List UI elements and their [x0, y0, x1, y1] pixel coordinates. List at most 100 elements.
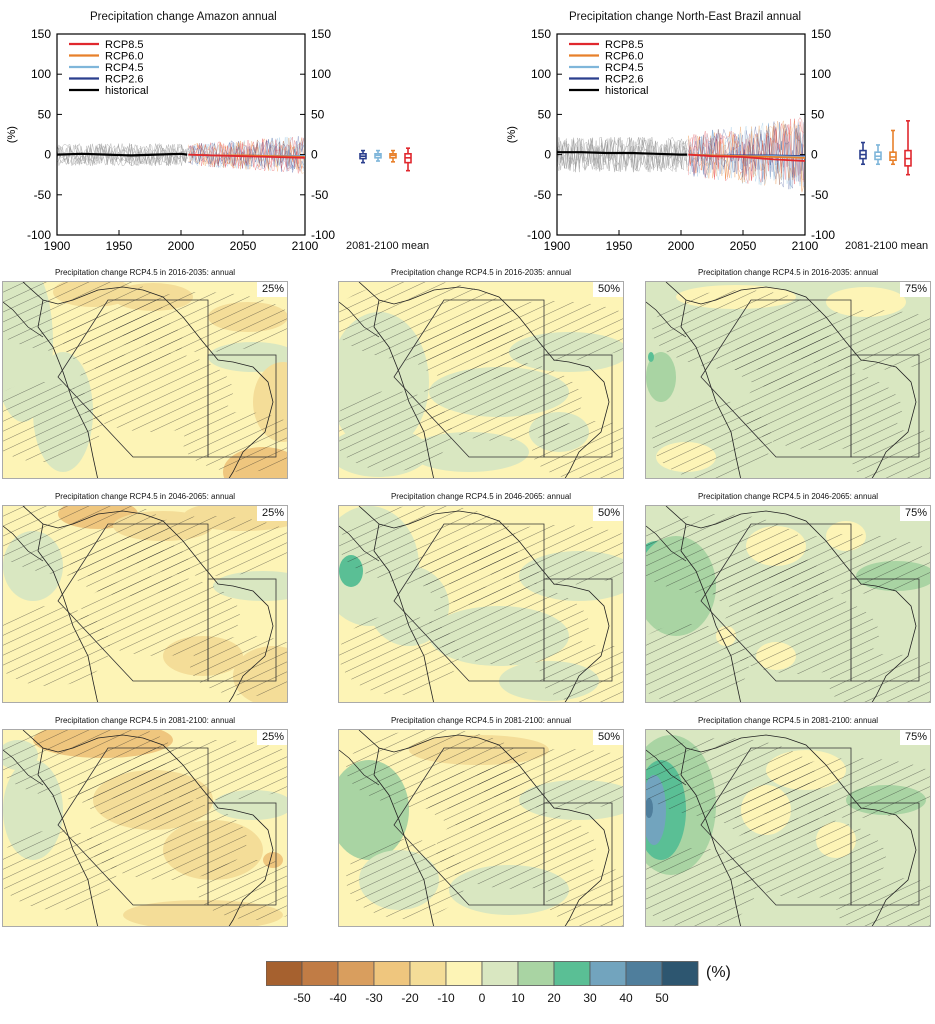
amazon-region-box	[57, 747, 209, 906]
x-tick-label: 2100	[292, 239, 319, 253]
percentile-label: 25%	[256, 506, 287, 521]
percentile-label: 50%	[592, 730, 623, 745]
map-panel: 75%	[645, 281, 931, 479]
coastline-west	[37, 523, 98, 702]
map-panel: 75%	[645, 729, 931, 927]
coastline-isthmus	[3, 301, 44, 338]
percentile-label: 75%	[899, 506, 930, 521]
timeseries-northeast-brazil: Precipitation change North-East Brazil a…	[500, 0, 935, 260]
legend-label: RCP8.5	[105, 39, 144, 51]
hatch-area	[539, 645, 623, 702]
map-title: Precipitation change RCP4.5 in 2046-2065…	[390, 492, 572, 501]
northeast-brazil-region-box	[850, 578, 920, 682]
northeast-brazil-region-box	[207, 578, 277, 682]
y-tick-label-left: 0	[44, 148, 51, 162]
x-tick-label: 2050	[230, 239, 257, 253]
colorbar-tick-label: -20	[401, 991, 419, 1005]
y-tick-label-left: 50	[38, 107, 52, 121]
northeast-brazil-region-box	[543, 802, 613, 906]
scenario-member-line	[688, 122, 805, 190]
colorbar-swatches	[266, 961, 699, 986]
amazon-region-box	[393, 523, 545, 682]
map-field	[646, 730, 930, 926]
coastline-isthmus	[339, 301, 380, 338]
x-tick-label: 1900	[44, 239, 71, 253]
hatch-area	[829, 654, 930, 702]
map-field	[3, 506, 287, 702]
hatch-area	[412, 321, 532, 381]
map-panel: 25%	[2, 505, 288, 703]
map-title: Precipitation change RCP4.5 in 2016-2035…	[54, 268, 236, 277]
map-field	[646, 282, 930, 478]
coastline-isthmus	[646, 749, 687, 786]
map-field	[3, 730, 287, 926]
hatch-area	[3, 830, 117, 910]
y-tick-label-right: 0	[811, 148, 818, 162]
colorbar-swatch	[409, 961, 447, 986]
amazon-region-box	[393, 747, 545, 906]
map-title: Precipitation change RCP4.5 in 2046-2065…	[697, 492, 879, 501]
y-tick-label-right: -50	[311, 188, 329, 202]
boxplot-rcp85	[404, 147, 412, 172]
colorbar-labels: -50 -40 -30 -20 -10 0 10 20 30 40 50	[266, 989, 706, 1009]
coastline-west	[373, 747, 434, 926]
hatch-area	[339, 615, 459, 695]
colorbar-tick-label: 40	[619, 991, 633, 1005]
percentile-label: 50%	[592, 506, 623, 521]
map-field	[339, 730, 623, 926]
map-field	[339, 282, 623, 478]
amazon-region-box	[700, 299, 852, 458]
percentile-label: 75%	[899, 282, 930, 297]
series-line-historical	[56, 152, 188, 157]
legend-label: RCP6.0	[605, 51, 644, 63]
scenario-member-line	[688, 123, 805, 184]
legend-label: historical	[105, 85, 148, 97]
y-tick-label-left: -100	[527, 228, 551, 242]
scenario-member-line	[688, 120, 805, 193]
northeast-brazil-region-box	[207, 802, 277, 906]
coastline	[358, 282, 610, 478]
map-title: Precipitation change RCP4.5 in 2016-2035…	[390, 268, 572, 277]
colorbar-swatch	[337, 961, 375, 986]
hatch-area	[77, 760, 197, 820]
y-tick-label-right: 150	[811, 27, 831, 41]
x-tick-label: 1900	[544, 239, 571, 253]
hatch-area	[3, 606, 110, 686]
coastline-west	[37, 747, 98, 926]
map-field	[3, 282, 287, 478]
map-title: Precipitation change RCP4.5 in 2081-2100…	[54, 716, 236, 725]
amazon-region-box	[700, 747, 852, 906]
colorbar-swatch	[445, 961, 483, 986]
boxplot-rcp45	[874, 144, 882, 166]
colorbar-tick-label: 50	[655, 991, 669, 1005]
coastline-west	[373, 523, 434, 702]
y-tick-label-left: 0	[544, 148, 551, 162]
colorbar: (%) -50 -40 -30 -20 -10 0 10 20 30 40 50	[266, 961, 731, 1011]
boxplot-rcp45	[374, 149, 382, 162]
hatch-area	[429, 585, 589, 665]
hatch-area	[3, 382, 103, 462]
historical-member-line	[556, 137, 688, 172]
y-tick-label-left: 50	[538, 107, 552, 121]
colorbar-swatch	[589, 961, 627, 986]
colorbar-tick-label: -10	[437, 991, 455, 1005]
coastline	[358, 506, 610, 702]
series-line-rcp85	[688, 153, 806, 162]
coastline-west	[680, 299, 741, 478]
mean-label: 2081-2100 mean	[346, 240, 430, 252]
northeast-brazil-region-box	[850, 354, 920, 458]
percentile-label: 75%	[899, 730, 930, 745]
hatch-area	[70, 536, 190, 596]
x-tick-label: 1950	[606, 239, 633, 253]
amazon-region-box	[57, 523, 209, 682]
hatch-area	[419, 545, 539, 605]
boxplot-rcp60	[389, 149, 397, 163]
map-anomaly-area	[826, 287, 906, 317]
hatch-area	[346, 839, 466, 919]
scenario-member-line	[688, 121, 805, 190]
map-panel: 75%	[645, 505, 931, 703]
y-tick-label-left: 100	[31, 67, 51, 81]
legend-label: historical	[605, 85, 648, 97]
map-anomaly-area	[648, 352, 654, 362]
